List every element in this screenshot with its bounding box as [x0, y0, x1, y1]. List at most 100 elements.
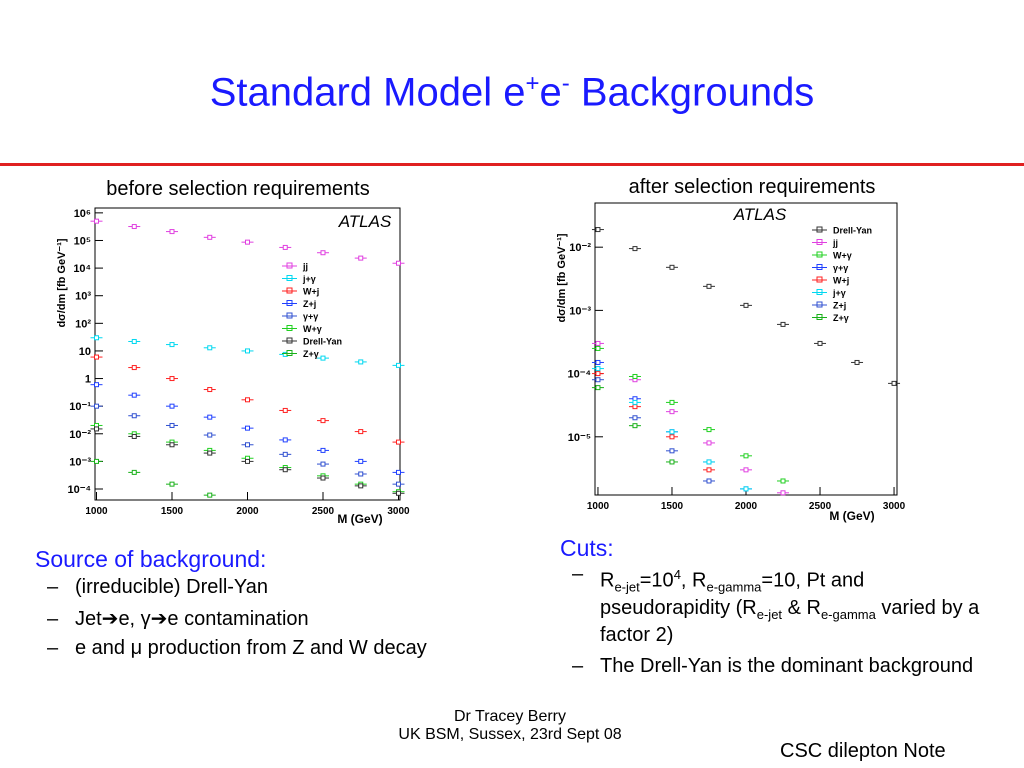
y-tick-label: 10: [79, 346, 91, 358]
point: [131, 365, 137, 371]
y-tick-label: 10⁻³: [569, 305, 591, 317]
x-tick-label: 3000: [883, 501, 906, 512]
point: [245, 425, 250, 431]
point: [169, 229, 175, 235]
y-tick-label: 10³: [75, 291, 91, 303]
point: [669, 399, 675, 405]
point: [320, 461, 326, 467]
footer-note: CSC dilepton Note: [780, 740, 946, 762]
text: & R: [782, 596, 821, 619]
legend-label: W+j: [833, 276, 849, 286]
title-text: e: [539, 70, 562, 115]
list-heading: Source of background:: [35, 546, 267, 572]
point: [94, 382, 100, 388]
point: [743, 486, 749, 492]
list-item: Jet➔e, γ➔e contamination: [47, 607, 495, 631]
legend-label: Z+j: [833, 301, 846, 311]
x-tick-label: 2000: [236, 506, 259, 517]
point: [245, 348, 250, 354]
point: [595, 359, 601, 365]
legend-label: jj: [832, 238, 838, 248]
text: =10: [639, 569, 674, 592]
point: [395, 481, 401, 487]
point: [131, 413, 137, 419]
list: Re-jet=104, Re-gamma=10, Pt and pseudora…: [560, 564, 980, 678]
point: [131, 433, 137, 439]
left-list: Source of background: (irreducible) Drel…: [35, 546, 495, 667]
point: [282, 467, 288, 473]
list-item: (irreducible) Drell-Yan: [47, 575, 495, 599]
text: R: [600, 569, 615, 592]
point: [169, 376, 175, 382]
y-tick-label: 1: [85, 374, 91, 386]
point: [169, 422, 175, 428]
point: [207, 450, 213, 456]
point: [207, 387, 213, 393]
x-axis-label: M (GeV): [337, 512, 382, 526]
x-tick-label: 2500: [809, 501, 832, 512]
point: [169, 481, 175, 487]
point: [854, 359, 860, 365]
right-list: Cuts: Re-jet=104, Re-gamma=10, Pt and ps…: [560, 535, 980, 686]
chart-heading: before selection requirements: [106, 178, 369, 200]
point: [169, 442, 175, 448]
text: varied by a factor 2): [600, 596, 980, 646]
point: [358, 429, 364, 435]
legend-label: j+γ: [832, 288, 846, 298]
point: [632, 415, 638, 421]
y-axis-label: dσ/dm [fb GeV⁻¹]: [56, 238, 68, 327]
text: , R: [680, 569, 707, 592]
point: [395, 260, 401, 266]
y-tick-label: 10⁻⁴: [568, 369, 591, 381]
list-item: The Drell-Yan is the dominant background: [572, 654, 980, 678]
legend-label: Drell-Yan: [303, 337, 342, 347]
point: [632, 423, 638, 429]
legend-label: Drell-Yan: [833, 226, 872, 236]
list-item: e and μ production from Z and W decay: [47, 637, 495, 659]
point: [669, 459, 675, 465]
point: [245, 442, 250, 448]
x-tick-label: 2500: [312, 506, 335, 517]
point: [395, 362, 401, 368]
point: [743, 453, 749, 459]
point: [891, 380, 897, 386]
point: [706, 467, 712, 473]
annotation: ATLAS: [733, 205, 787, 224]
y-tick-label: 10⁶: [74, 208, 91, 220]
chart-heading: after selection requirements: [629, 178, 876, 198]
point: [632, 404, 638, 410]
point: [595, 366, 601, 372]
point: [245, 458, 250, 464]
author: Dr Tracey Berry: [453, 708, 566, 725]
point: [169, 342, 175, 348]
point: [743, 467, 749, 473]
legend-label: Z+γ: [833, 313, 849, 323]
plot-frame: [594, 202, 898, 496]
point: [131, 469, 137, 475]
point: [320, 355, 326, 361]
point: [131, 392, 137, 398]
point: [94, 458, 100, 464]
point: [207, 414, 213, 420]
y-axis-label: dσ/dm [fb GeV⁻¹]: [556, 233, 568, 322]
y-tick-label: 10⁻⁴: [68, 484, 91, 496]
chart: before selection requirements ATLAS 10⁻⁴ 10…: [56, 178, 410, 526]
point: [94, 218, 100, 224]
text: =10, Pt and pseudorapidity (R: [600, 569, 865, 619]
point: [669, 434, 675, 440]
chart: after selection requirements ATLAS 10⁻⁵ 10⁻…: [556, 178, 906, 523]
point: [706, 459, 712, 465]
point: [358, 458, 364, 464]
point: [358, 255, 364, 261]
point: [780, 321, 786, 327]
x-tick-label: 1500: [661, 501, 684, 512]
y-tick-label: 10²: [75, 318, 91, 330]
y-tick-label: 10⁻¹: [69, 401, 91, 413]
legend-label: j+γ: [302, 274, 316, 284]
legend-label: Z+γ: [303, 349, 319, 359]
point: [743, 302, 749, 308]
point: [706, 440, 712, 446]
point: [395, 439, 401, 445]
annotation: ATLAS: [338, 212, 392, 231]
